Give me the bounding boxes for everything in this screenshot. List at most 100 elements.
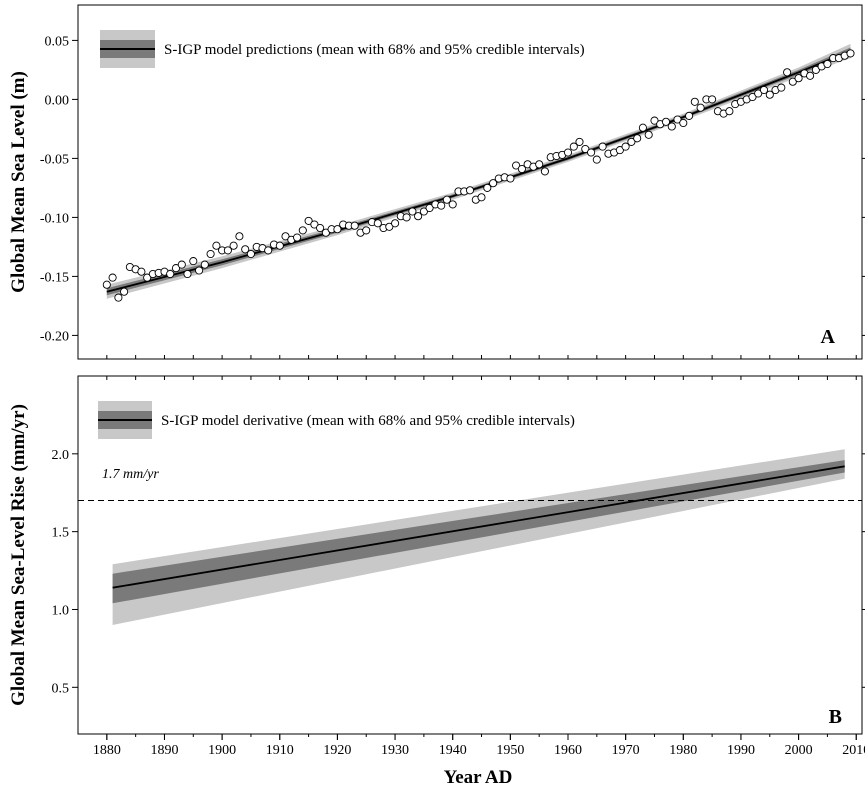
panel-a-observation-point	[200, 260, 209, 269]
panel-a-observation-point	[212, 241, 221, 250]
panel-a-observation-point	[489, 179, 498, 188]
panel-a-observation-point	[293, 233, 302, 242]
x-tick-label: 1940	[439, 743, 467, 758]
panel-a-observation-point	[725, 107, 734, 116]
panel-a-observation-point	[696, 103, 705, 112]
panel-a-y-tick-label: 0.05	[45, 34, 70, 49]
panel-a-observation-point	[673, 115, 682, 124]
x-axis-title: Year AD	[444, 767, 513, 788]
panel-a-observation-point	[685, 111, 694, 120]
panel-a-y-tick-label: 0.00	[45, 93, 70, 108]
panel-a-observation-point	[563, 148, 573, 157]
panel-a-observation-point	[177, 260, 186, 269]
x-tick-label: 1980	[669, 743, 697, 758]
panel-a-observation-point	[281, 232, 290, 241]
panel-a-observation-point	[298, 226, 307, 235]
panel-a-y-tick-label: -0.10	[40, 211, 69, 226]
panel-a-frame	[77, 4, 863, 360]
panel-a-observation-point	[708, 95, 717, 104]
panel-a-observation-point	[667, 122, 676, 131]
panel-b-y-axis: 0.5 1.0 1.5 2.0	[52, 448, 865, 696]
panel-a-observation-point	[806, 71, 815, 80]
panel-a-legend: S-IGP model predictions (mean with 68% a…	[100, 30, 585, 68]
panel-a-observation-point	[275, 241, 284, 250]
panel-a-observation-point	[442, 195, 451, 204]
panel-a-observation-point	[419, 207, 428, 216]
panel-a-observation-point	[477, 193, 486, 202]
panel-a-observation-point	[783, 68, 792, 77]
panel-a-observation-point	[465, 186, 475, 195]
panel-a-observation-point	[391, 219, 400, 228]
x-tick-label: 1900	[208, 743, 236, 758]
panel-a-observation-point	[246, 249, 255, 259]
panel-a-observation-point	[777, 83, 786, 92]
panel-a-observation-point	[811, 65, 820, 74]
panel-b-mean-line	[112, 465, 845, 589]
panel-a-observation-point	[206, 249, 215, 259]
panel-a-observation-point	[316, 223, 325, 233]
panel-a-observation-point	[241, 245, 250, 254]
panel-a-observation-point	[143, 273, 152, 282]
x-tick-label: 1950	[496, 743, 524, 758]
panel-a-observation-point	[385, 222, 394, 231]
panel-a-observation-point	[598, 142, 607, 151]
panel-a-observation-point	[512, 161, 521, 170]
x-tick-label: 1960	[554, 743, 582, 758]
panel-a-observation-point	[189, 257, 198, 266]
panel-a-observation-point	[661, 117, 671, 126]
panel-a-observation-point	[235, 232, 244, 241]
panel-a-observation-point	[690, 97, 699, 106]
panel-a-observation-point	[575, 137, 584, 146]
panel-a-observation-point	[794, 74, 803, 83]
panel-a-observation-point	[633, 134, 642, 143]
panel-b: 0.5 1.0 1.5 2.0 1880 1890 1900 1910 1920 1930 194…	[8, 355, 865, 788]
panel-b-y-tick-label: 1.0	[52, 603, 70, 618]
panel-a-y-tick-label: -0.05	[40, 152, 69, 167]
panel-a-observation-point	[581, 144, 590, 154]
panel-a-observation-point	[644, 130, 653, 139]
panel-a-observation-point	[229, 241, 238, 250]
panel-a-observation-point	[823, 59, 832, 69]
panel-a-observation-point	[114, 293, 123, 302]
panel-a-observation-point	[310, 220, 319, 229]
panel-a-y-axis: 0.05 0.00 -0.05 -0.10 -0.15 -0.20	[40, 34, 865, 344]
x-tick-label: 1920	[323, 743, 351, 758]
panel-a-observation-point	[448, 200, 457, 209]
panel-a-observation-point	[846, 49, 855, 58]
panel-a-observation-point	[166, 269, 175, 279]
panel-a-observation-point	[615, 146, 624, 155]
panel-a-observation-point	[350, 221, 359, 230]
panel-a-observation-point	[587, 148, 596, 157]
panel-b-legend: S-IGP model derivative (mean with 68% an…	[98, 401, 575, 439]
panel-a-observation-point	[621, 142, 630, 151]
panel-a-ci68-band	[106, 47, 851, 296]
panel-a-observation-point	[321, 228, 330, 237]
x-tick-label: 1970	[612, 743, 640, 758]
x-tick-label: 1880	[93, 743, 121, 758]
panel-a-observation-point	[638, 123, 647, 132]
panel-a-observation-point	[373, 219, 382, 228]
panel-a-observation-point	[408, 207, 417, 216]
panel-a-mean-line	[106, 50, 851, 293]
panel-a-observation-point	[425, 203, 434, 213]
panel-a-observation-point	[437, 201, 446, 210]
panel-a-observation-point	[108, 273, 117, 282]
panel-a-observation-point	[788, 77, 797, 86]
panel-a-observation-point	[264, 246, 273, 255]
panel-a-observation-point	[304, 216, 313, 225]
panel-a-y-axis-title: Global Mean Sea Level (m)	[8, 71, 29, 293]
panel-b-plot-area	[78, 449, 862, 625]
panel-a-observation-point	[569, 142, 578, 151]
panel-a-observation-point	[137, 267, 146, 276]
panel-a-observation-point	[195, 266, 204, 275]
reference-line-label: 1.7 mm/yr	[102, 467, 159, 482]
x-tick-label: 1930	[381, 743, 409, 758]
panel-a-observation-point	[748, 92, 757, 102]
panel-a-observation-point	[183, 269, 192, 279]
panel-a-legend-label: S-IGP model predictions (mean with 68% a…	[164, 42, 585, 58]
panel-a-observation-point	[333, 225, 342, 234]
panel-b-y-tick-label: 2.0	[52, 448, 70, 463]
x-axis: 1880 1890 1900 1910 1920 1930 1940 1950 1960 1970…	[93, 355, 865, 758]
panel-a-plot-area	[102, 43, 855, 302]
